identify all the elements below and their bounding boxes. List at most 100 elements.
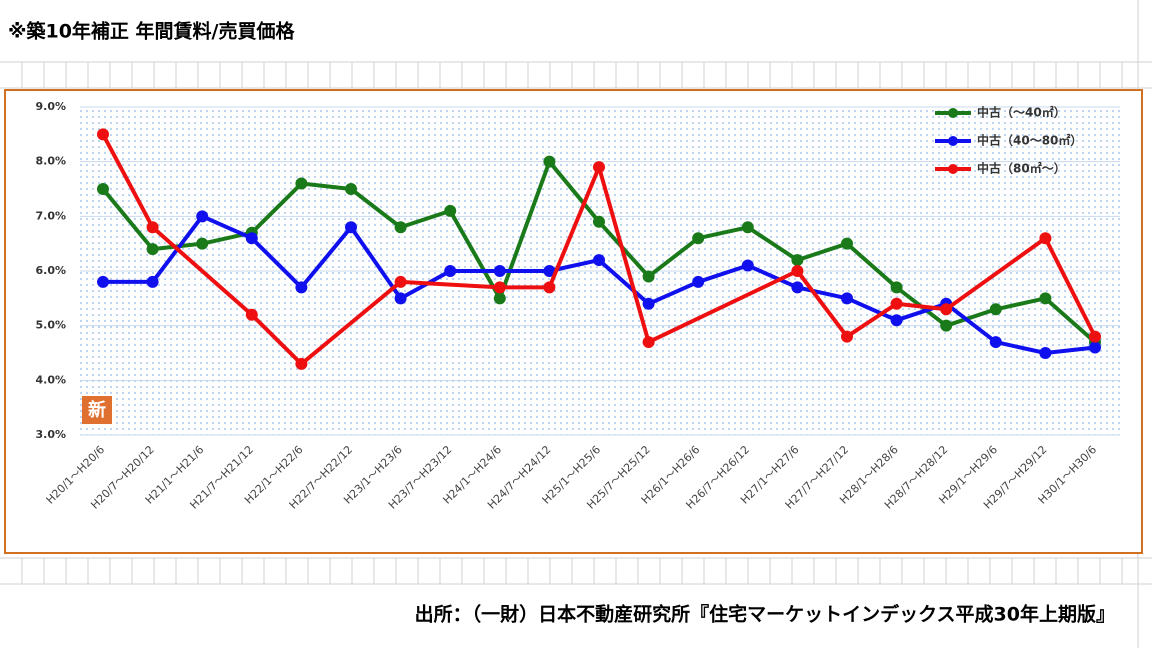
series-segment <box>250 313 303 366</box>
data-point <box>196 210 209 223</box>
series-segment <box>399 208 451 230</box>
legend-marker <box>948 108 958 118</box>
series-segment <box>151 225 254 317</box>
series-segment <box>1043 237 1097 338</box>
legend-marker <box>948 136 958 146</box>
y-tick-label: 7.0% <box>35 209 66 222</box>
series-segment <box>945 236 1047 311</box>
y-tick-label: 8.0% <box>35 155 66 168</box>
data-point <box>245 308 258 321</box>
data-point <box>642 270 655 283</box>
series-segment <box>250 182 303 235</box>
series-segment <box>647 236 700 279</box>
data-point <box>444 204 457 217</box>
data-point <box>890 281 903 294</box>
series-segment <box>647 269 799 344</box>
series-segment <box>597 258 650 306</box>
data-point <box>245 232 258 245</box>
y-tick-label: 4.0% <box>35 373 66 386</box>
data-point <box>97 275 109 288</box>
data-point <box>493 281 506 294</box>
series-segment <box>547 160 601 224</box>
series-segment <box>497 160 552 300</box>
data-point <box>1039 292 1052 305</box>
data-point <box>890 297 903 310</box>
data-point <box>295 357 308 370</box>
data-point <box>989 303 1002 316</box>
sheet-title: ※築10年補正 年間賃料/売買価格 <box>8 20 295 43</box>
series-segment <box>349 187 402 229</box>
data-point <box>394 275 407 288</box>
series-segment <box>896 301 947 312</box>
series-segment <box>597 166 651 343</box>
series-segment <box>101 187 155 251</box>
series-segment <box>400 279 500 290</box>
data-point <box>989 336 1002 349</box>
series-segment <box>795 269 849 338</box>
series-segment <box>101 133 155 229</box>
data-point <box>1089 341 1101 354</box>
legend-label: 中古（40～80㎡） <box>977 133 1082 148</box>
data-point <box>593 254 605 267</box>
badge: 新 <box>88 399 106 421</box>
y-tick-label: 3.0% <box>35 428 66 441</box>
series-segment <box>1044 296 1097 344</box>
series-segment <box>845 242 898 289</box>
data-point <box>146 275 159 288</box>
data-point <box>543 281 556 294</box>
data-point <box>146 221 159 234</box>
legend-label: 中古（～40㎡） <box>977 105 1066 120</box>
data-point <box>146 243 159 256</box>
data-point <box>345 221 357 234</box>
series-segment <box>945 307 997 328</box>
data-point <box>841 237 853 250</box>
series-segment <box>697 225 749 241</box>
data-point <box>791 281 804 294</box>
data-point <box>642 297 655 310</box>
data-point <box>940 319 953 332</box>
series-segment <box>301 181 352 191</box>
data-point <box>692 232 705 245</box>
source-note: 出所：（一財）日本不動産研究所『住宅マーケットインデックス平成30年上期版』 <box>415 603 1115 626</box>
series-segment <box>944 302 998 344</box>
data-point <box>1039 232 1052 245</box>
series-segment <box>547 166 601 289</box>
y-tick-label: 9.0% <box>35 100 66 113</box>
series-segment <box>846 296 898 323</box>
data-point <box>593 215 605 228</box>
data-point <box>841 330 853 343</box>
data-point <box>493 292 506 305</box>
data-point <box>196 237 209 250</box>
series-segment <box>796 285 848 301</box>
series-segment <box>995 296 1046 312</box>
data-point <box>741 259 754 272</box>
legend-marker <box>948 164 958 174</box>
series-segment <box>299 225 353 289</box>
data-point <box>593 161 605 174</box>
data-point <box>97 128 109 141</box>
data-point <box>642 336 655 349</box>
series-segment <box>746 225 799 262</box>
data-point <box>791 265 804 277</box>
data-point <box>841 292 853 305</box>
series-segment <box>300 280 402 366</box>
series-segment <box>250 236 303 289</box>
series-segment <box>697 263 749 284</box>
data-point <box>345 183 357 195</box>
data-point <box>543 265 556 277</box>
column-grid <box>21 62 1123 584</box>
series-segment <box>796 241 848 262</box>
data-point <box>791 254 804 267</box>
data-point <box>394 292 407 305</box>
data-point <box>493 265 506 277</box>
data-point <box>741 221 754 234</box>
data-point <box>940 303 953 316</box>
data-point <box>444 265 457 277</box>
y-tick-label: 5.0% <box>35 319 66 332</box>
series-segment <box>448 209 502 300</box>
data-point <box>97 183 109 195</box>
data-point <box>394 221 407 234</box>
data-point <box>295 177 308 190</box>
series-segment <box>845 302 898 339</box>
data-point <box>890 314 903 327</box>
